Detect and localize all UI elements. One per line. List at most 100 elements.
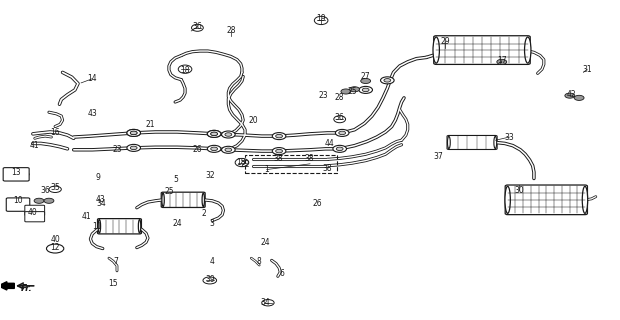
Text: 27: 27 bbox=[361, 72, 371, 81]
Text: 23: 23 bbox=[319, 91, 329, 100]
Text: 36: 36 bbox=[40, 186, 50, 195]
Text: 28: 28 bbox=[226, 27, 236, 36]
Circle shape bbox=[49, 186, 61, 193]
Ellipse shape bbox=[314, 16, 328, 25]
Circle shape bbox=[130, 131, 137, 135]
FancyBboxPatch shape bbox=[6, 198, 30, 211]
Circle shape bbox=[34, 198, 44, 203]
Ellipse shape bbox=[448, 136, 450, 148]
Text: 19: 19 bbox=[316, 14, 326, 23]
Text: 22: 22 bbox=[241, 160, 250, 169]
Circle shape bbox=[207, 145, 221, 152]
Text: 17: 17 bbox=[497, 56, 507, 65]
Text: 41: 41 bbox=[30, 141, 40, 150]
Circle shape bbox=[333, 145, 347, 152]
Text: 18: 18 bbox=[180, 66, 190, 75]
Circle shape bbox=[19, 172, 29, 177]
Circle shape bbox=[127, 129, 141, 136]
Text: 34: 34 bbox=[260, 298, 270, 307]
Text: 31: 31 bbox=[582, 65, 592, 74]
Ellipse shape bbox=[525, 37, 531, 63]
Text: 12: 12 bbox=[50, 243, 60, 252]
FancyBboxPatch shape bbox=[447, 135, 497, 149]
Circle shape bbox=[127, 144, 141, 151]
Text: 24: 24 bbox=[172, 219, 182, 228]
Circle shape bbox=[565, 93, 575, 98]
Text: 4: 4 bbox=[210, 258, 215, 267]
Ellipse shape bbox=[505, 186, 510, 213]
FancyBboxPatch shape bbox=[25, 212, 45, 222]
Text: 14: 14 bbox=[87, 74, 97, 83]
FancyBboxPatch shape bbox=[25, 205, 45, 215]
Text: 25: 25 bbox=[347, 87, 357, 96]
Circle shape bbox=[497, 59, 507, 64]
Circle shape bbox=[211, 132, 218, 136]
Text: 15: 15 bbox=[108, 279, 118, 288]
Text: 1: 1 bbox=[264, 165, 269, 174]
Circle shape bbox=[361, 78, 371, 84]
Text: 25: 25 bbox=[164, 187, 174, 196]
Text: 32: 32 bbox=[205, 171, 215, 180]
Circle shape bbox=[341, 89, 351, 94]
Text: 13: 13 bbox=[11, 168, 21, 177]
Text: 21: 21 bbox=[146, 120, 155, 129]
Text: 36: 36 bbox=[193, 22, 202, 31]
Text: 6: 6 bbox=[280, 268, 285, 278]
Circle shape bbox=[359, 86, 373, 93]
Ellipse shape bbox=[433, 37, 440, 63]
Ellipse shape bbox=[98, 220, 100, 233]
Ellipse shape bbox=[192, 24, 203, 31]
Text: 5: 5 bbox=[174, 175, 178, 184]
Text: 24: 24 bbox=[260, 238, 270, 247]
Circle shape bbox=[574, 95, 584, 100]
Text: 23: 23 bbox=[112, 145, 122, 154]
Text: 43: 43 bbox=[96, 195, 106, 204]
Circle shape bbox=[211, 147, 218, 151]
Ellipse shape bbox=[334, 116, 345, 123]
Text: 20: 20 bbox=[248, 116, 258, 125]
Text: 3: 3 bbox=[210, 219, 215, 228]
Ellipse shape bbox=[178, 65, 192, 73]
Circle shape bbox=[339, 131, 345, 135]
FancyBboxPatch shape bbox=[3, 168, 29, 181]
Text: 11: 11 bbox=[92, 222, 101, 231]
Circle shape bbox=[381, 77, 394, 84]
Text: 26: 26 bbox=[312, 199, 322, 208]
Text: Fr.: Fr. bbox=[20, 284, 32, 293]
Circle shape bbox=[384, 79, 391, 82]
Text: 28: 28 bbox=[335, 93, 345, 102]
Ellipse shape bbox=[494, 136, 497, 148]
Text: 44: 44 bbox=[325, 139, 335, 148]
Text: 43: 43 bbox=[87, 109, 97, 118]
Circle shape bbox=[276, 134, 283, 138]
FancyBboxPatch shape bbox=[505, 185, 587, 215]
Text: 10: 10 bbox=[13, 196, 23, 205]
Ellipse shape bbox=[582, 186, 588, 213]
Circle shape bbox=[221, 131, 235, 138]
Text: 8: 8 bbox=[257, 258, 262, 267]
Ellipse shape bbox=[235, 158, 249, 167]
Text: 38: 38 bbox=[273, 154, 283, 163]
Ellipse shape bbox=[262, 300, 274, 306]
Circle shape bbox=[44, 198, 54, 203]
Text: 38: 38 bbox=[304, 154, 314, 163]
Text: 34: 34 bbox=[96, 199, 106, 208]
FancyBboxPatch shape bbox=[161, 192, 205, 207]
Ellipse shape bbox=[162, 193, 164, 206]
Text: 40: 40 bbox=[28, 208, 38, 217]
Circle shape bbox=[335, 129, 349, 136]
Circle shape bbox=[272, 148, 286, 155]
Text: 30: 30 bbox=[514, 186, 524, 195]
Text: 7: 7 bbox=[113, 258, 118, 267]
Text: 40: 40 bbox=[50, 235, 60, 244]
Circle shape bbox=[207, 130, 221, 137]
Circle shape bbox=[221, 146, 235, 153]
Text: 37: 37 bbox=[434, 152, 443, 161]
Text: 36: 36 bbox=[335, 114, 345, 123]
Circle shape bbox=[207, 130, 221, 137]
Circle shape bbox=[350, 87, 360, 92]
Ellipse shape bbox=[138, 220, 141, 233]
FancyBboxPatch shape bbox=[434, 36, 530, 64]
Text: 39: 39 bbox=[205, 275, 215, 284]
Circle shape bbox=[19, 198, 29, 203]
